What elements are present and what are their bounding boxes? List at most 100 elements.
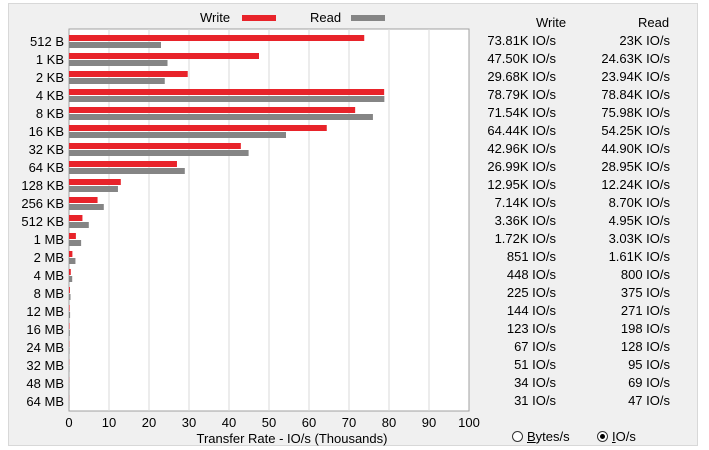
read-column-header: Read (638, 15, 670, 30)
write-value: 225 IO/s (506, 285, 556, 300)
write-bar (69, 179, 121, 185)
ios-radio-button[interactable] (597, 430, 608, 442)
write-value: 144 IO/s (506, 303, 556, 318)
read-value: 69 IO/s (628, 375, 670, 390)
x-tick-label: 60 (302, 415, 316, 430)
table-row: 73.81K IO/s 23K IO/s (478, 32, 678, 50)
table-row: 31 IO/s 47 IO/s (478, 392, 678, 410)
read-value: 375 IO/s (620, 285, 670, 300)
write-bar (69, 269, 71, 275)
read-bar (69, 168, 185, 174)
chart-legend: Write Read (200, 10, 385, 25)
write-value: 3.36K IO/s (494, 213, 556, 228)
write-value: 448 IO/s (506, 267, 556, 282)
read-bar (69, 78, 165, 84)
bytes-per-second-option[interactable]: Bytes/s (512, 427, 570, 445)
category-label: 32 KB (29, 142, 64, 157)
x-tick-label: 90 (422, 415, 436, 430)
write-bar (69, 215, 83, 221)
read-bar (69, 60, 168, 66)
read-value: 95 IO/s (628, 357, 670, 372)
ios-option-label[interactable]: IO/s (612, 428, 636, 444)
read-value: 128 IO/s (620, 339, 670, 354)
read-bar (69, 330, 70, 336)
category-label: 64 MB (26, 394, 64, 409)
write-value: 47.50K IO/s (487, 51, 556, 66)
table-row: 1.72K IO/s 3.03K IO/s (478, 230, 678, 248)
read-bar (69, 114, 373, 120)
write-bar (69, 53, 259, 59)
table-row: 448 IO/s 800 IO/s (478, 266, 678, 284)
x-axis-label: Transfer Rate - IO/s (Thousands) (197, 431, 388, 446)
category-label: 1 KB (36, 52, 64, 67)
write-value: 67 IO/s (514, 339, 556, 354)
table-row: 42.96K IO/s 44.90K IO/s (478, 140, 678, 158)
category-label: 2 MB (34, 250, 64, 265)
write-value: 29.68K IO/s (487, 69, 556, 84)
write-bar (69, 197, 98, 203)
read-bar (69, 312, 71, 318)
read-value: 800 IO/s (620, 267, 670, 282)
x-tick-label: 10 (102, 415, 116, 430)
table-row: 225 IO/s 375 IO/s (478, 284, 678, 302)
read-value: 12.24K IO/s (601, 177, 670, 192)
ios-per-second-option[interactable]: IO/s (597, 427, 636, 445)
read-bar (69, 204, 104, 210)
write-bar (69, 71, 188, 77)
category-label: 512 B (30, 34, 64, 49)
read-value: 23K IO/s (619, 33, 670, 48)
write-value: 78.79K IO/s (487, 87, 556, 102)
read-bar (69, 240, 82, 246)
category-label: 64 KB (29, 160, 64, 175)
write-value: 42.96K IO/s (487, 141, 556, 156)
table-row: 64.44K IO/s 54.25K IO/s (478, 122, 678, 140)
write-bar (69, 89, 385, 95)
write-column-header: Write (536, 15, 567, 30)
read-value: 271 IO/s (620, 303, 670, 318)
table-row: 851 IO/s 1.61K IO/s (478, 248, 678, 266)
write-value: 73.81K IO/s (487, 33, 556, 48)
write-value: 1.72K IO/s (494, 231, 556, 246)
write-bar (69, 161, 177, 167)
read-bar (69, 276, 73, 282)
read-value: 1.61K IO/s (608, 249, 670, 264)
category-label: 128 KB (21, 178, 64, 193)
read-bar (69, 258, 76, 264)
write-value: 31 IO/s (514, 393, 556, 408)
category-label: 32 MB (26, 358, 64, 373)
category-label: 1 MB (34, 232, 64, 247)
write-value: 26.99K IO/s (487, 159, 556, 174)
read-bar (69, 222, 89, 228)
x-tick-label: 0 (65, 415, 72, 430)
x-tick-label: 40 (222, 415, 236, 430)
read-bar (69, 42, 161, 48)
category-label: 24 MB (26, 340, 64, 355)
write-bar (69, 143, 241, 149)
bytes-radio-button[interactable] (512, 430, 523, 442)
read-value: 75.98K IO/s (601, 105, 670, 120)
table-row: 123 IO/s 198 IO/s (478, 320, 678, 338)
write-value: 64.44K IO/s (487, 123, 556, 138)
read-value: 54.25K IO/s (601, 123, 670, 138)
write-value: 123 IO/s (506, 321, 556, 336)
table-row: 51 IO/s 95 IO/s (478, 356, 678, 374)
read-bar (69, 294, 71, 300)
write-bar (69, 251, 73, 257)
read-value: 23.94K IO/s (601, 69, 670, 84)
table-row: 67 IO/s 128 IO/s (478, 338, 678, 356)
write-bar (69, 107, 356, 113)
x-tick-label: 30 (182, 415, 196, 430)
read-value: 8.70K IO/s (608, 195, 670, 210)
table-row: 12.95K IO/s 12.24K IO/s (478, 176, 678, 194)
category-label: 48 MB (26, 376, 64, 391)
x-tick-label: 100 (458, 415, 480, 430)
bytes-option-label[interactable]: Bytes/s (527, 428, 570, 444)
read-value: 198 IO/s (620, 321, 670, 336)
legend-read-swatch (351, 15, 385, 21)
legend-write-label: Write (200, 10, 230, 25)
table-row: 47.50K IO/s 24.63K IO/s (478, 50, 678, 68)
read-value: 4.95K IO/s (608, 213, 670, 228)
table-row: 34 IO/s 69 IO/s (478, 374, 678, 392)
legend-read-label: Read (310, 10, 341, 25)
write-bar (69, 125, 327, 131)
